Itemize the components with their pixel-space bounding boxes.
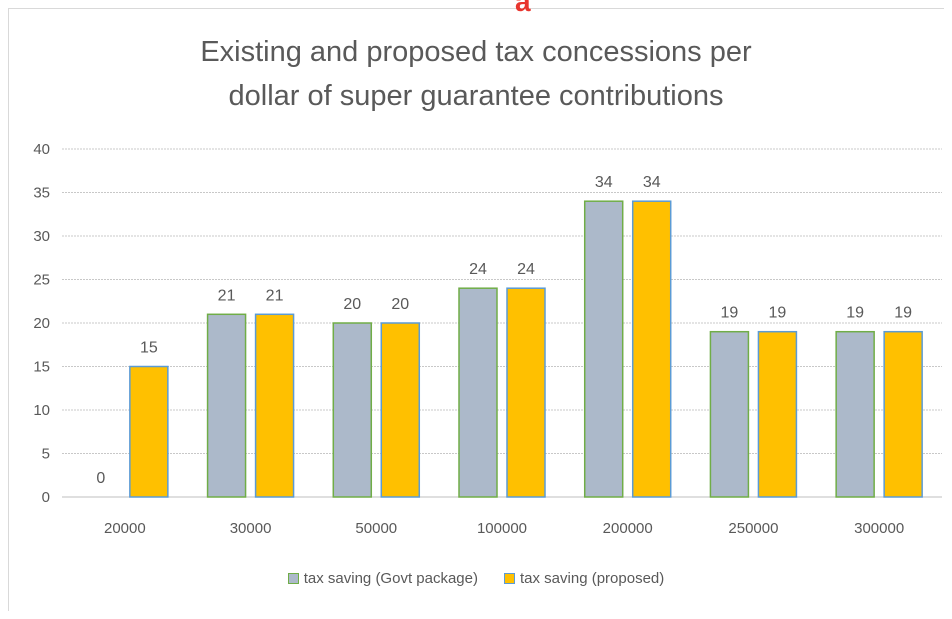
bar-govt-package: [583, 200, 624, 498]
legend-item: tax saving (proposed): [504, 570, 664, 587]
data-label-proposed: 21: [266, 287, 284, 304]
data-label-govt-package: 21: [218, 287, 236, 304]
bar-govt-package: [835, 330, 875, 498]
bar-govt-package: [206, 313, 247, 498]
legend-swatch: [287, 573, 299, 584]
bar-proposed: [757, 330, 798, 498]
data-label-govt-package: 20: [343, 296, 361, 313]
data-label-govt-package: 19: [721, 305, 739, 322]
data-label-govt-package: 34: [595, 174, 613, 191]
chart-title-line-2: dollar of super guarantee contributions: [228, 80, 724, 112]
y-tick-label: 10: [33, 402, 50, 419]
legend-label: tax saving (Govt package): [303, 570, 478, 587]
clipped-heading-fragment: a: [515, 0, 533, 17]
chart-frame: [8, 8, 944, 611]
bar-proposed: [506, 287, 546, 498]
data-label-proposed: 19: [894, 305, 912, 322]
x-tick-label: 200000: [603, 520, 653, 537]
chart-legend: tax saving (Govt package) tax saving (pro…: [0, 570, 952, 587]
data-label-proposed: 34: [643, 174, 661, 191]
bar-govt-package: [332, 322, 373, 498]
y-tick-label: 30: [33, 228, 50, 245]
y-tick-label: 0: [42, 489, 50, 506]
y-tick-label: 25: [33, 272, 50, 289]
x-tick-label: 50000: [355, 520, 397, 537]
data-label-proposed: 19: [769, 305, 787, 322]
x-tick-label: 300000: [854, 520, 904, 537]
x-tick-label: 250000: [728, 520, 778, 537]
bar-proposed: [129, 365, 169, 498]
y-tick-label: 20: [33, 315, 50, 332]
x-tick-label: 20000: [104, 520, 146, 537]
bar-proposed: [254, 313, 295, 498]
y-tick-label: 15: [33, 359, 50, 376]
bar-proposed: [883, 330, 923, 498]
legend-item: tax saving (Govt package): [287, 570, 478, 587]
data-label-govt-package: 19: [846, 305, 864, 322]
chart-title-line-1: Existing and proposed tax concessions pe…: [200, 36, 752, 68]
data-label-proposed: 20: [391, 296, 409, 313]
bar-govt-package: [709, 330, 750, 498]
bar-proposed: [631, 200, 672, 498]
y-tick-label: 40: [33, 141, 50, 158]
chart-title: Existing and proposed tax concessions pe…: [0, 30, 952, 118]
legend-swatch: [504, 573, 515, 584]
data-label-proposed: 15: [140, 340, 158, 357]
data-label-proposed: 24: [517, 261, 535, 278]
data-label-govt-package: 0: [96, 470, 105, 487]
y-tick-label: 35: [33, 185, 50, 202]
x-tick-label: 100000: [477, 520, 527, 537]
bar-govt-package: [458, 287, 498, 498]
legend-label: tax saving (proposed): [520, 570, 665, 587]
y-tick-label: 5: [42, 446, 50, 463]
x-tick-label: 30000: [230, 520, 272, 537]
data-label-govt-package: 24: [469, 261, 487, 278]
bar-proposed: [380, 322, 421, 498]
